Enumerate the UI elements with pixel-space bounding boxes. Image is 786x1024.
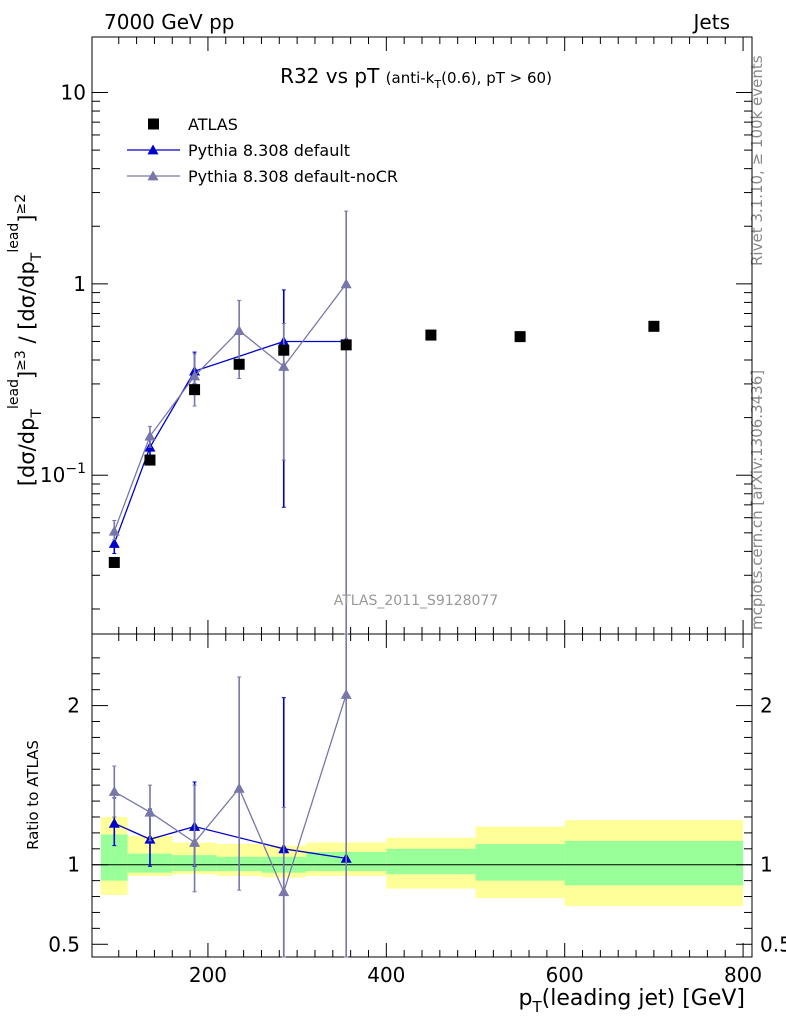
marker-triangle xyxy=(108,817,120,828)
marker-triangle xyxy=(108,525,120,536)
legend-label: Pythia 8.308 default-noCR xyxy=(188,167,398,186)
header-right: Jets xyxy=(692,10,730,34)
side-label-rivet: Rivet 3.1.10, ≥ 100k events xyxy=(748,55,766,266)
marker-triangle xyxy=(278,360,290,371)
marker-triangle xyxy=(147,170,159,181)
y-tick-label: 10 xyxy=(61,81,86,105)
marker-triangle xyxy=(108,786,120,796)
x-tick-label: 600 xyxy=(546,963,584,987)
ratio-panel: 200 400 600 800 0.5 0.5 1 1 2 2 pT(leading jet) [G… xyxy=(48,633,786,1016)
ratio-frame xyxy=(91,633,753,958)
legend-label: ATLAS xyxy=(188,115,238,134)
marker-triangle xyxy=(233,325,245,335)
marker-triangle xyxy=(340,688,352,699)
side-label-mcplots: mcplots.cern.ch [arXiv:1306.3436] xyxy=(748,370,766,630)
ratio-band-stat xyxy=(386,848,476,875)
ratio-tick-label-right: 2 xyxy=(760,694,773,718)
main-panel: 10−1 1 10 ATLAS Pythia 8.308 default Pythia 8… xyxy=(6,36,753,957)
legend-label: Pythia 8.308 default xyxy=(188,141,350,160)
data-point xyxy=(425,329,437,341)
x-tick-label: 400 xyxy=(367,963,405,987)
series-line xyxy=(113,283,347,532)
data-point xyxy=(648,320,660,332)
marker-triangle xyxy=(340,278,352,289)
data-point xyxy=(108,556,120,568)
ratio-band-stat xyxy=(475,844,565,881)
data-point xyxy=(144,454,156,466)
y-tick-label: 1 xyxy=(73,272,86,296)
marker-triangle xyxy=(233,782,245,793)
marker-triangle xyxy=(189,370,201,381)
y-axis-label: [dσ/dpTlead]≥3 / [dσ/dpTlead]≥2 xyxy=(6,194,45,486)
x-tick-label: 200 xyxy=(189,963,227,987)
ratio-series-line xyxy=(113,694,347,894)
ratio-tick-label-left: 0.5 xyxy=(48,932,80,956)
series-line xyxy=(113,340,347,544)
x-axis-label: pT(leading jet) [GeV] xyxy=(519,986,745,1016)
marker-triangle xyxy=(108,537,120,548)
marker-triangle xyxy=(278,886,290,897)
chart-title: R32 vs pT (anti-kT(0.6), pT > 60) xyxy=(280,64,552,91)
data-point xyxy=(233,358,245,370)
header-left: 7000 GeV pp xyxy=(104,10,235,34)
ratio-tick-label-left: 2 xyxy=(67,694,80,718)
data-point xyxy=(189,384,201,396)
ratio-tick-label-left: 1 xyxy=(67,853,80,877)
marker-triangle xyxy=(144,430,156,441)
ratio-tick-label-right: 1 xyxy=(760,853,773,877)
data-point xyxy=(340,339,352,351)
x-tick-label: 800 xyxy=(724,963,762,987)
analysis-watermark: ATLAS_2011_S9128077 xyxy=(334,593,499,609)
legend: ATLAS Pythia 8.308 default Pythia 8.308 de… xyxy=(127,115,398,186)
y-tick-label: 10−1 xyxy=(40,461,86,487)
ratio-y-axis-label: Ratio to ATLAS xyxy=(24,740,42,850)
legend-marker xyxy=(148,118,159,130)
marker-triangle xyxy=(144,806,156,817)
data-point xyxy=(278,344,290,356)
ratio-tick-label-right: 0.5 xyxy=(760,932,786,956)
data-point xyxy=(514,331,526,343)
marker-triangle xyxy=(147,144,159,155)
ratio-band-stat xyxy=(564,840,744,886)
marker-triangle xyxy=(189,836,201,847)
